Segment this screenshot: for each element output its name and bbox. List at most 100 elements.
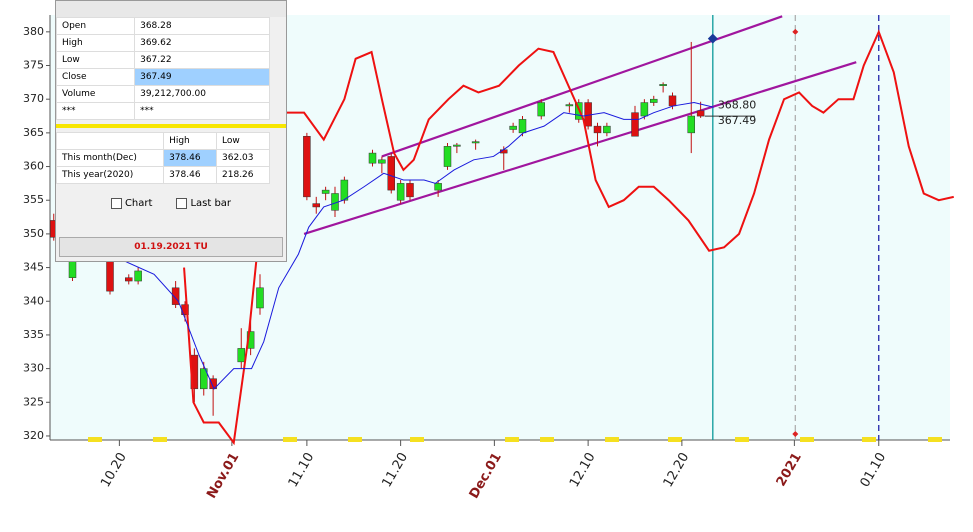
y-tick-label: 320 — [23, 429, 44, 442]
y-tick-label: 370 — [23, 92, 44, 105]
candle-body — [696, 110, 705, 117]
diamond-marker — [792, 28, 799, 35]
checkbox[interactable]: Last bar — [176, 198, 231, 209]
header-cell: High — [163, 132, 218, 150]
y-tick-label: 335 — [23, 328, 44, 341]
candle-body — [134, 270, 142, 282]
candle-body — [659, 84, 667, 86]
table-cell: This month(Dec) — [55, 149, 165, 167]
footer: 01.19.2021 TU — [59, 237, 283, 257]
candle-body — [68, 260, 77, 278]
panel-top — [56, 1, 286, 17]
table-cell: Volume — [55, 85, 136, 103]
candle-body — [565, 104, 574, 107]
table-row: Open 368.28 — [55, 17, 270, 35]
x-tick-label: 10.20 — [98, 450, 130, 490]
candle-body — [443, 146, 452, 167]
table-row: High 369.62 — [55, 34, 270, 52]
x-tick-label: 11.10 — [286, 450, 318, 490]
table-cell: 368.28 — [134, 17, 270, 35]
candle-body — [471, 141, 480, 144]
candle-body — [650, 98, 658, 103]
x-tick-label: Dec.01 — [467, 450, 505, 501]
candle-body — [396, 183, 405, 201]
candle-body — [368, 152, 377, 164]
candle-body — [321, 189, 330, 194]
table-cell: 367.49 — [134, 68, 270, 86]
candle-body — [125, 277, 133, 282]
candle-body — [200, 368, 208, 390]
range-table: High Low This month(Dec) 378.46 362.03 This y… — [55, 132, 270, 184]
candle-body — [687, 115, 695, 134]
y-tick-label: 365 — [23, 126, 44, 139]
table-cell: This year(2020) — [55, 166, 165, 184]
candle-body — [303, 135, 311, 198]
table-cell: Low — [55, 51, 136, 69]
y-tick-label: 340 — [23, 294, 44, 307]
header-cell: Low — [216, 132, 270, 150]
candle-body — [640, 102, 649, 117]
diamond-marker — [792, 430, 799, 437]
candle-body — [406, 183, 414, 198]
table-cell: Close — [55, 68, 136, 86]
candle-body — [340, 179, 349, 201]
candle-body — [603, 125, 611, 134]
x-tick-label: 2021 — [774, 450, 805, 489]
table-cell: *** — [134, 102, 270, 120]
price-label: 367.49 — [718, 114, 757, 127]
candle-body — [256, 287, 264, 309]
checkbox-label: Chart — [124, 198, 153, 209]
series-line — [123, 102, 714, 390]
candle-body — [237, 348, 245, 363]
x-tick-label: Nov.01 — [204, 450, 242, 501]
table-row: This year(2020) 378.46 218.26 — [55, 166, 270, 184]
ohlc-table: Open 368.28 High 369.62 Low 367.22 Close 367.49… — [55, 17, 270, 120]
y-tick-label: 325 — [23, 395, 44, 408]
table-cell: 218.26 — [216, 166, 270, 184]
y-tick-label: 350 — [23, 227, 44, 240]
table-row: This month(Dec) 378.46 362.03 — [55, 149, 270, 167]
table-cell: Open — [55, 17, 136, 35]
checkbox[interactable]: Chart — [110, 198, 153, 209]
axis-highlights — [88, 437, 942, 442]
candle-body — [518, 119, 527, 134]
candle-body — [593, 125, 602, 134]
series-line — [183, 29, 954, 446]
candle-body — [668, 95, 677, 107]
y-tick-label: 345 — [23, 261, 44, 274]
candle-body — [209, 378, 217, 390]
candle-body — [509, 125, 517, 130]
table-cell: 39,212,700.00 — [134, 85, 270, 103]
table-cell — [55, 132, 165, 150]
data-window: Open 368.28 High 369.62 Low 367.22 Close 367.49… — [55, 0, 287, 262]
table-cell: 378.46 — [163, 149, 218, 167]
y-tick-label: 360 — [23, 160, 44, 173]
x-tick-label: 01.10 — [858, 450, 890, 490]
candle-body — [453, 144, 461, 147]
y-tick-label: 355 — [23, 193, 44, 206]
y-tick-label: 375 — [23, 59, 44, 72]
divider — [56, 124, 286, 128]
table-cell: *** — [55, 102, 136, 120]
x-tick-label: 11.20 — [380, 450, 412, 490]
price-label: 368.80 — [718, 98, 757, 111]
table-cell: 367.22 — [134, 51, 270, 69]
x-tick-label: 12.20 — [661, 450, 693, 490]
channel-line — [303, 61, 857, 235]
table-cell: 362.03 — [216, 149, 270, 167]
table-cell: 378.46 — [163, 166, 218, 184]
table-header: High Low — [55, 132, 270, 150]
candle-body — [171, 287, 180, 305]
candle-body — [378, 159, 386, 164]
table-cell: 369.62 — [134, 34, 270, 52]
y-tick-label: 380 — [23, 25, 44, 38]
table-row: Low 367.22 — [55, 51, 270, 69]
x-tick-label: 12.10 — [567, 450, 599, 490]
y-tick-label: 330 — [23, 362, 44, 375]
checkbox-label: Last bar — [190, 198, 232, 209]
table-row: Volume 39,212,700.00 — [55, 85, 270, 103]
candle-body — [584, 102, 592, 127]
diamond-marker — [707, 33, 718, 44]
candle-body — [537, 102, 545, 117]
